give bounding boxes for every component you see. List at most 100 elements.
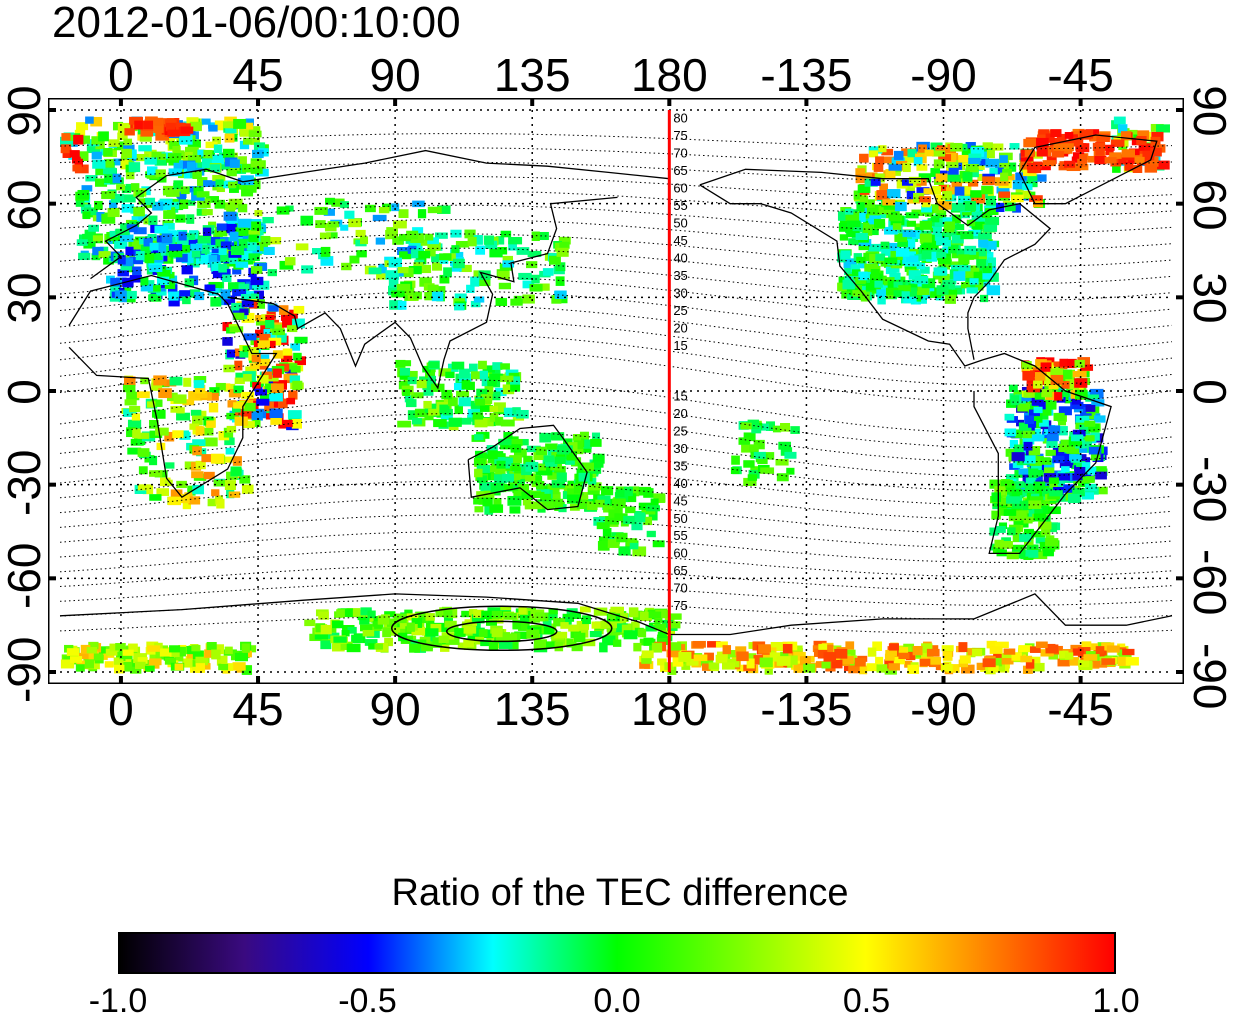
- observation-cell: [320, 246, 331, 257]
- observation-cell: [340, 201, 350, 208]
- observation-cell: [1012, 532, 1024, 543]
- tick-mark: [1078, 98, 1083, 106]
- observation-cell: [219, 268, 231, 278]
- observation-cell: [344, 210, 355, 219]
- coastline: [90, 149, 670, 280]
- observation-cell: [1095, 466, 1107, 473]
- observation-cell: [140, 128, 154, 137]
- observation-cell: [898, 652, 910, 660]
- observation-cell: [131, 215, 140, 223]
- observation-cell: [623, 630, 638, 640]
- observation-cell: [184, 461, 197, 470]
- observation-cell: [1002, 168, 1012, 176]
- observation-cell: [1040, 362, 1052, 372]
- observation-cell: [263, 246, 275, 255]
- observation-cell: [468, 609, 478, 617]
- observation-cell: [1045, 449, 1056, 457]
- observation-cell: [451, 245, 460, 254]
- observation-cell: [256, 375, 269, 384]
- observation-cell: [325, 197, 336, 205]
- observation-cell: [254, 363, 269, 370]
- observation-cell: [137, 657, 148, 664]
- observation-cell: [241, 312, 255, 323]
- observation-cell: [151, 382, 163, 391]
- observation-cell: [159, 648, 172, 657]
- observation-cell: [936, 252, 947, 259]
- observation-cell: [351, 634, 364, 643]
- observation-cell: [1026, 162, 1038, 170]
- observation-cell: [407, 376, 417, 385]
- observation-cell: [921, 250, 932, 260]
- observation-cell: [439, 404, 450, 414]
- observation-cell: [573, 632, 586, 643]
- observation-cell: [331, 198, 345, 207]
- observation-cell: [250, 160, 264, 168]
- tick-label-top: 45: [232, 49, 284, 101]
- observation-cell: [439, 253, 452, 261]
- observation-cell: [122, 257, 134, 267]
- observation-cell: [210, 164, 221, 172]
- observation-cell: [1084, 435, 1095, 442]
- observation-cell: [964, 245, 977, 255]
- observation-cell: [618, 546, 631, 556]
- observation-cell: [753, 451, 766, 459]
- observation-cell: [1042, 160, 1056, 167]
- observation-cell: [167, 129, 180, 137]
- observation-cell: [1083, 466, 1097, 475]
- observation-cell: [117, 255, 126, 265]
- observation-cell: [556, 472, 567, 483]
- observation-cell: [132, 428, 141, 439]
- observation-cell: [722, 645, 732, 655]
- observation-cell: [916, 177, 927, 186]
- observation-cell: [1042, 549, 1054, 557]
- observation-cell: [479, 370, 488, 380]
- observation-cell: [410, 249, 425, 259]
- observation-cell: [498, 641, 513, 649]
- observation-cell: [700, 656, 714, 666]
- observation-cell: [963, 201, 977, 211]
- contour-label: 55: [673, 198, 687, 213]
- observation-cell: [614, 513, 628, 522]
- observation-cell: [583, 462, 595, 472]
- tick-label-right: -60: [1184, 549, 1236, 616]
- observation-cell: [1000, 541, 1013, 549]
- observation-cell: [183, 199, 196, 206]
- observation-cell: [837, 282, 847, 292]
- tick-label-top: -45: [1047, 49, 1114, 101]
- coastline: [467, 424, 588, 511]
- observation-cell: [1052, 455, 1065, 464]
- observation-cell: [931, 204, 945, 214]
- observation-cell: [189, 121, 202, 132]
- observation-cell: [978, 232, 992, 240]
- observation-cell: [108, 139, 120, 147]
- observation-cell: [858, 271, 868, 281]
- observation-cell: [444, 624, 459, 633]
- observation-cell: [314, 629, 329, 640]
- observation-cell: [215, 226, 228, 237]
- observation-cell: [509, 471, 521, 481]
- contour-label: 65: [673, 563, 687, 578]
- observation-cell: [539, 283, 550, 291]
- observation-cell: [579, 606, 591, 613]
- observation-cell: [639, 661, 650, 669]
- observation-cell: [1017, 401, 1031, 412]
- observation-cell: [921, 643, 933, 653]
- observation-cell: [289, 375, 301, 384]
- magnetic-pole-contour: [446, 620, 558, 643]
- observation-cell: [82, 211, 91, 220]
- observation-cell: [213, 479, 226, 487]
- observation-cell: [242, 421, 255, 429]
- observation-cell: [981, 185, 993, 195]
- observation-cell: [1038, 505, 1049, 515]
- observation-cell: [404, 609, 413, 616]
- observation-cell: [180, 430, 190, 438]
- observation-cell: [532, 464, 547, 471]
- observation-cell: [104, 661, 114, 668]
- observation-cell: [848, 238, 862, 246]
- observation-cell: [971, 221, 985, 230]
- observation-cell: [143, 280, 155, 289]
- tick-label-bottom: 180: [630, 683, 708, 735]
- observation-cell: [1121, 149, 1135, 158]
- observation-cell: [859, 153, 869, 163]
- observation-cell: [242, 137, 253, 145]
